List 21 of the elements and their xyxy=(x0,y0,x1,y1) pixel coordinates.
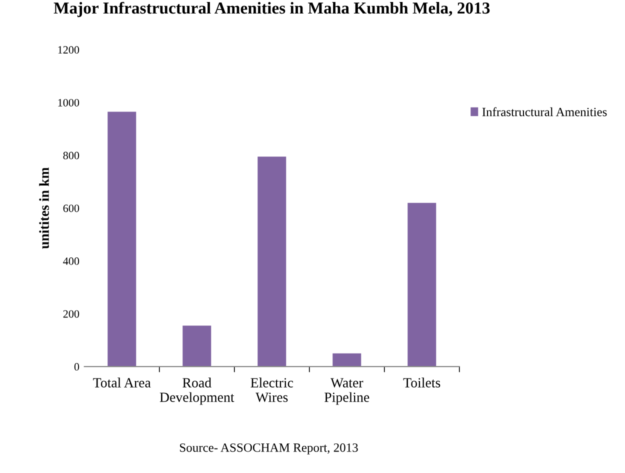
bar xyxy=(332,353,362,367)
bar xyxy=(408,202,436,367)
x-tick-label: Toilets xyxy=(403,378,440,388)
y-tick-label: 800 xyxy=(63,152,80,160)
bar xyxy=(258,156,286,367)
bar xyxy=(108,112,136,367)
legend-label: Infrastructural Amenities xyxy=(482,107,607,116)
source-note: Source- ASSOCHAM Report, 2013 xyxy=(180,443,358,454)
y-tick-label: 0 xyxy=(74,363,80,371)
y-axis-title: unitites in km xyxy=(39,167,49,249)
chart-title: Major Infrastructural Amenities in Maha Kumbh Mela, 2013 xyxy=(54,2,490,18)
y-tick-label: 1000 xyxy=(58,98,80,106)
y-tick-label: 1200 xyxy=(58,46,80,54)
y-tick-label: 400 xyxy=(63,257,80,265)
y-tick-label: 600 xyxy=(63,204,80,212)
x-tick-label: Total Area xyxy=(93,378,151,388)
y-tick-label: 200 xyxy=(63,310,80,318)
bar xyxy=(182,326,212,367)
x-tick-label: Road Development xyxy=(160,378,234,405)
x-tick-label: Electric Wires xyxy=(250,378,294,402)
x-tick-label: Water Pipeline xyxy=(324,378,370,405)
